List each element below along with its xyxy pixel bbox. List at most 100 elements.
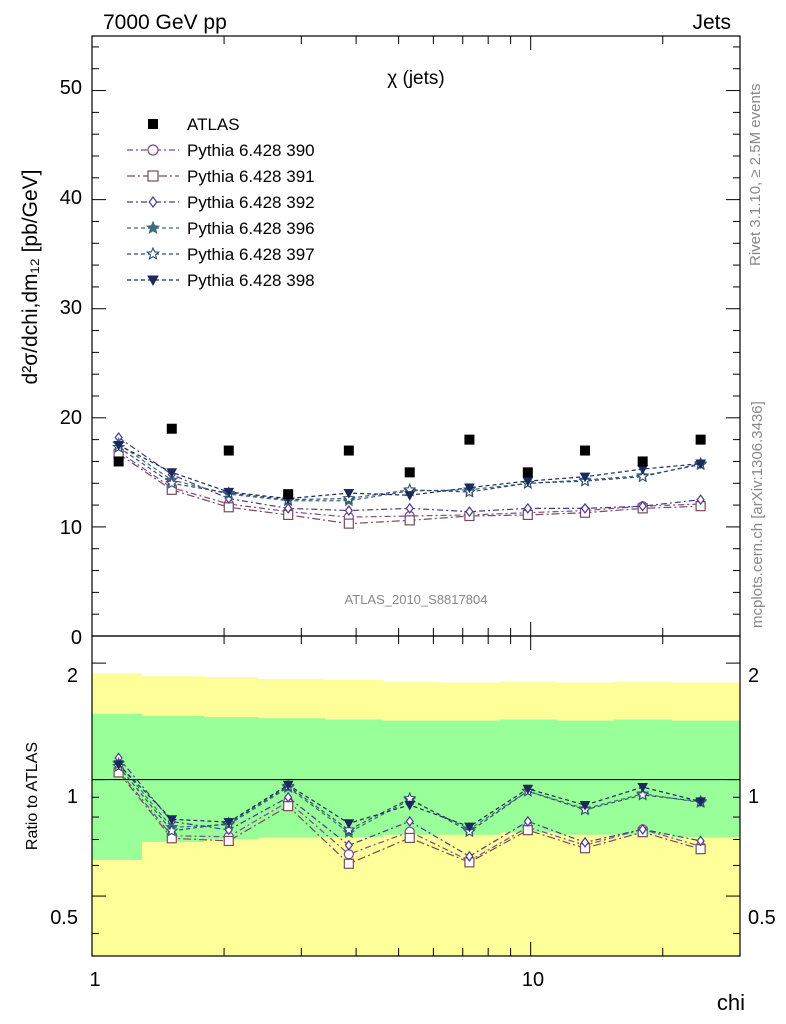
y-tick-label-40: 40	[60, 187, 82, 209]
legend-label-398: Pythia 6.428 398	[187, 271, 315, 290]
legend-label-391: Pythia 6.428 391	[187, 167, 315, 186]
series-5-point-7	[522, 476, 534, 487]
legend: ATLAS Pythia 6.428 390 Pythia 6.428 391 …	[127, 115, 315, 290]
series-2-point-9	[638, 500, 647, 512]
ratio-tick-label-0-5-right: 0.5	[748, 907, 776, 929]
y-tick-label-50: 50	[60, 77, 82, 99]
series-5-point-8	[579, 472, 591, 483]
ratio-1-point-4	[343, 858, 354, 869]
ratio-1-point-5	[404, 832, 415, 844]
legend-label-397: Pythia 6.428 397	[187, 245, 315, 264]
ratio-5-point-7	[522, 784, 534, 795]
ratio-2-point-5	[405, 815, 414, 827]
y-tick-label-0: 0	[71, 627, 82, 649]
ratio-panel-series	[112, 752, 708, 869]
ratio-tick-label-2-right: 2	[748, 665, 759, 687]
x-axis-label: chi	[717, 990, 745, 1015]
series-5-point-0	[113, 440, 124, 451]
ratio-panel-frame	[91, 635, 741, 957]
y-tick-label-10: 10	[60, 517, 82, 539]
rivet-version-label: Rivet 3.1.10, ≥ 2.5M events	[747, 84, 764, 267]
legend-marker-3	[145, 220, 161, 235]
main-panel-series	[112, 423, 708, 529]
axis-ticks	[91, 36, 741, 956]
atlas-data-point-2	[223, 445, 234, 456]
ratio-1-point-3	[283, 801, 294, 812]
ratio-5-point-4	[343, 819, 355, 829]
plot-title: χ (jets)	[387, 68, 444, 89]
ratio-4-point-1	[165, 823, 179, 837]
ratio-tick-label-0-5-left: 0.5	[50, 907, 78, 929]
legend-marker-4	[145, 246, 161, 261]
ratio-5-point-9	[637, 782, 649, 793]
ratio-5-point-0	[113, 760, 124, 771]
ratio-band-inner	[92, 713, 740, 860]
series-5-point-5	[404, 491, 416, 501]
legend-marker-0	[147, 144, 159, 156]
series-2-point-7	[523, 502, 532, 514]
y-axis-label-main: d²σ/dchi,dm₁₂ [pb/GeV]	[19, 170, 42, 385]
series-2-point-10	[696, 494, 705, 506]
ratio-2-point-3	[284, 791, 293, 803]
atlas-data-point-5	[404, 467, 415, 478]
ratio-1-point-2	[223, 835, 234, 847]
series-5-point-4	[343, 488, 355, 499]
legend-label-392: Pythia 6.428 392	[187, 193, 315, 212]
atlas-data-point-1	[166, 423, 177, 434]
ratio-2-point-6	[465, 850, 474, 862]
ratio-1-point-7	[522, 825, 533, 836]
atlas-data-point-0	[113, 456, 124, 467]
series-2-point-4	[344, 505, 353, 517]
ratio-5-point-5	[404, 800, 416, 811]
series-4-point-9	[636, 469, 650, 483]
x-tick-label-1: 1	[89, 969, 100, 991]
ratio-5-point-3	[282, 780, 294, 791]
legend-label-atlas: ATLAS	[187, 115, 240, 134]
ratio-5-point-1	[166, 815, 178, 825]
legend-marker-atlas	[148, 119, 158, 129]
legend-label-390: Pythia 6.428 390	[187, 141, 315, 160]
ratio-2-point-4	[344, 839, 353, 851]
mcplots-reference-label: mcplots.cern.ch [arXiv:1306.3436]	[749, 401, 766, 628]
series-1-point-2	[223, 502, 234, 513]
series-2-point-8	[580, 502, 590, 514]
ratio-2-point-8	[580, 836, 590, 848]
ratio-4-point-9	[636, 788, 650, 801]
series-1-point-5	[404, 515, 415, 526]
legend-label-396: Pythia 6.428 396	[187, 219, 315, 238]
ratio-tick-label-2-left: 2	[67, 665, 78, 687]
ratio-2-point-7	[523, 815, 532, 827]
ratio-5-point-6	[464, 822, 475, 833]
ratio-line-4	[118, 766, 701, 833]
ratio-2-point-10	[696, 835, 705, 847]
series-5-point-2	[223, 487, 235, 498]
ratio-5-point-2	[223, 817, 235, 828]
y-tick-label-30: 30	[60, 297, 82, 319]
series-line-3	[118, 443, 701, 502]
atlas-data-point-3	[283, 489, 294, 500]
series-5-point-1	[166, 468, 178, 478]
legend-marker-2	[148, 196, 158, 208]
atlas-data-point-9	[637, 456, 648, 467]
ratio-0-point-4	[343, 849, 354, 860]
ratio-tick-label-1-right: 1	[748, 786, 759, 808]
series-2-point-6	[465, 506, 474, 518]
header-process-label: Jets	[692, 11, 731, 34]
ratio-2-point-9	[638, 823, 647, 835]
atlas-data-point-4	[343, 445, 354, 456]
legend-marker-1	[147, 170, 159, 182]
ratio-5-point-10	[695, 797, 706, 808]
tick-labels: 0 10 20 30 40 50 0.5 1 2 0.5 1 2 1 10	[50, 77, 776, 991]
ratio-line-1	[118, 772, 701, 865]
series-1-point-4	[343, 518, 354, 529]
ratio-4-point-4	[342, 822, 356, 836]
atlas-data-point-7	[522, 467, 533, 478]
atlas-data-point-6	[464, 434, 475, 445]
atlas-data-point-8	[580, 445, 591, 456]
series-2-point-3	[284, 502, 293, 514]
ratio-uncertainty-bands	[92, 673, 740, 956]
series-4-point-1	[165, 476, 179, 489]
series-line-0	[118, 451, 701, 518]
series-2-point-5	[405, 502, 414, 514]
